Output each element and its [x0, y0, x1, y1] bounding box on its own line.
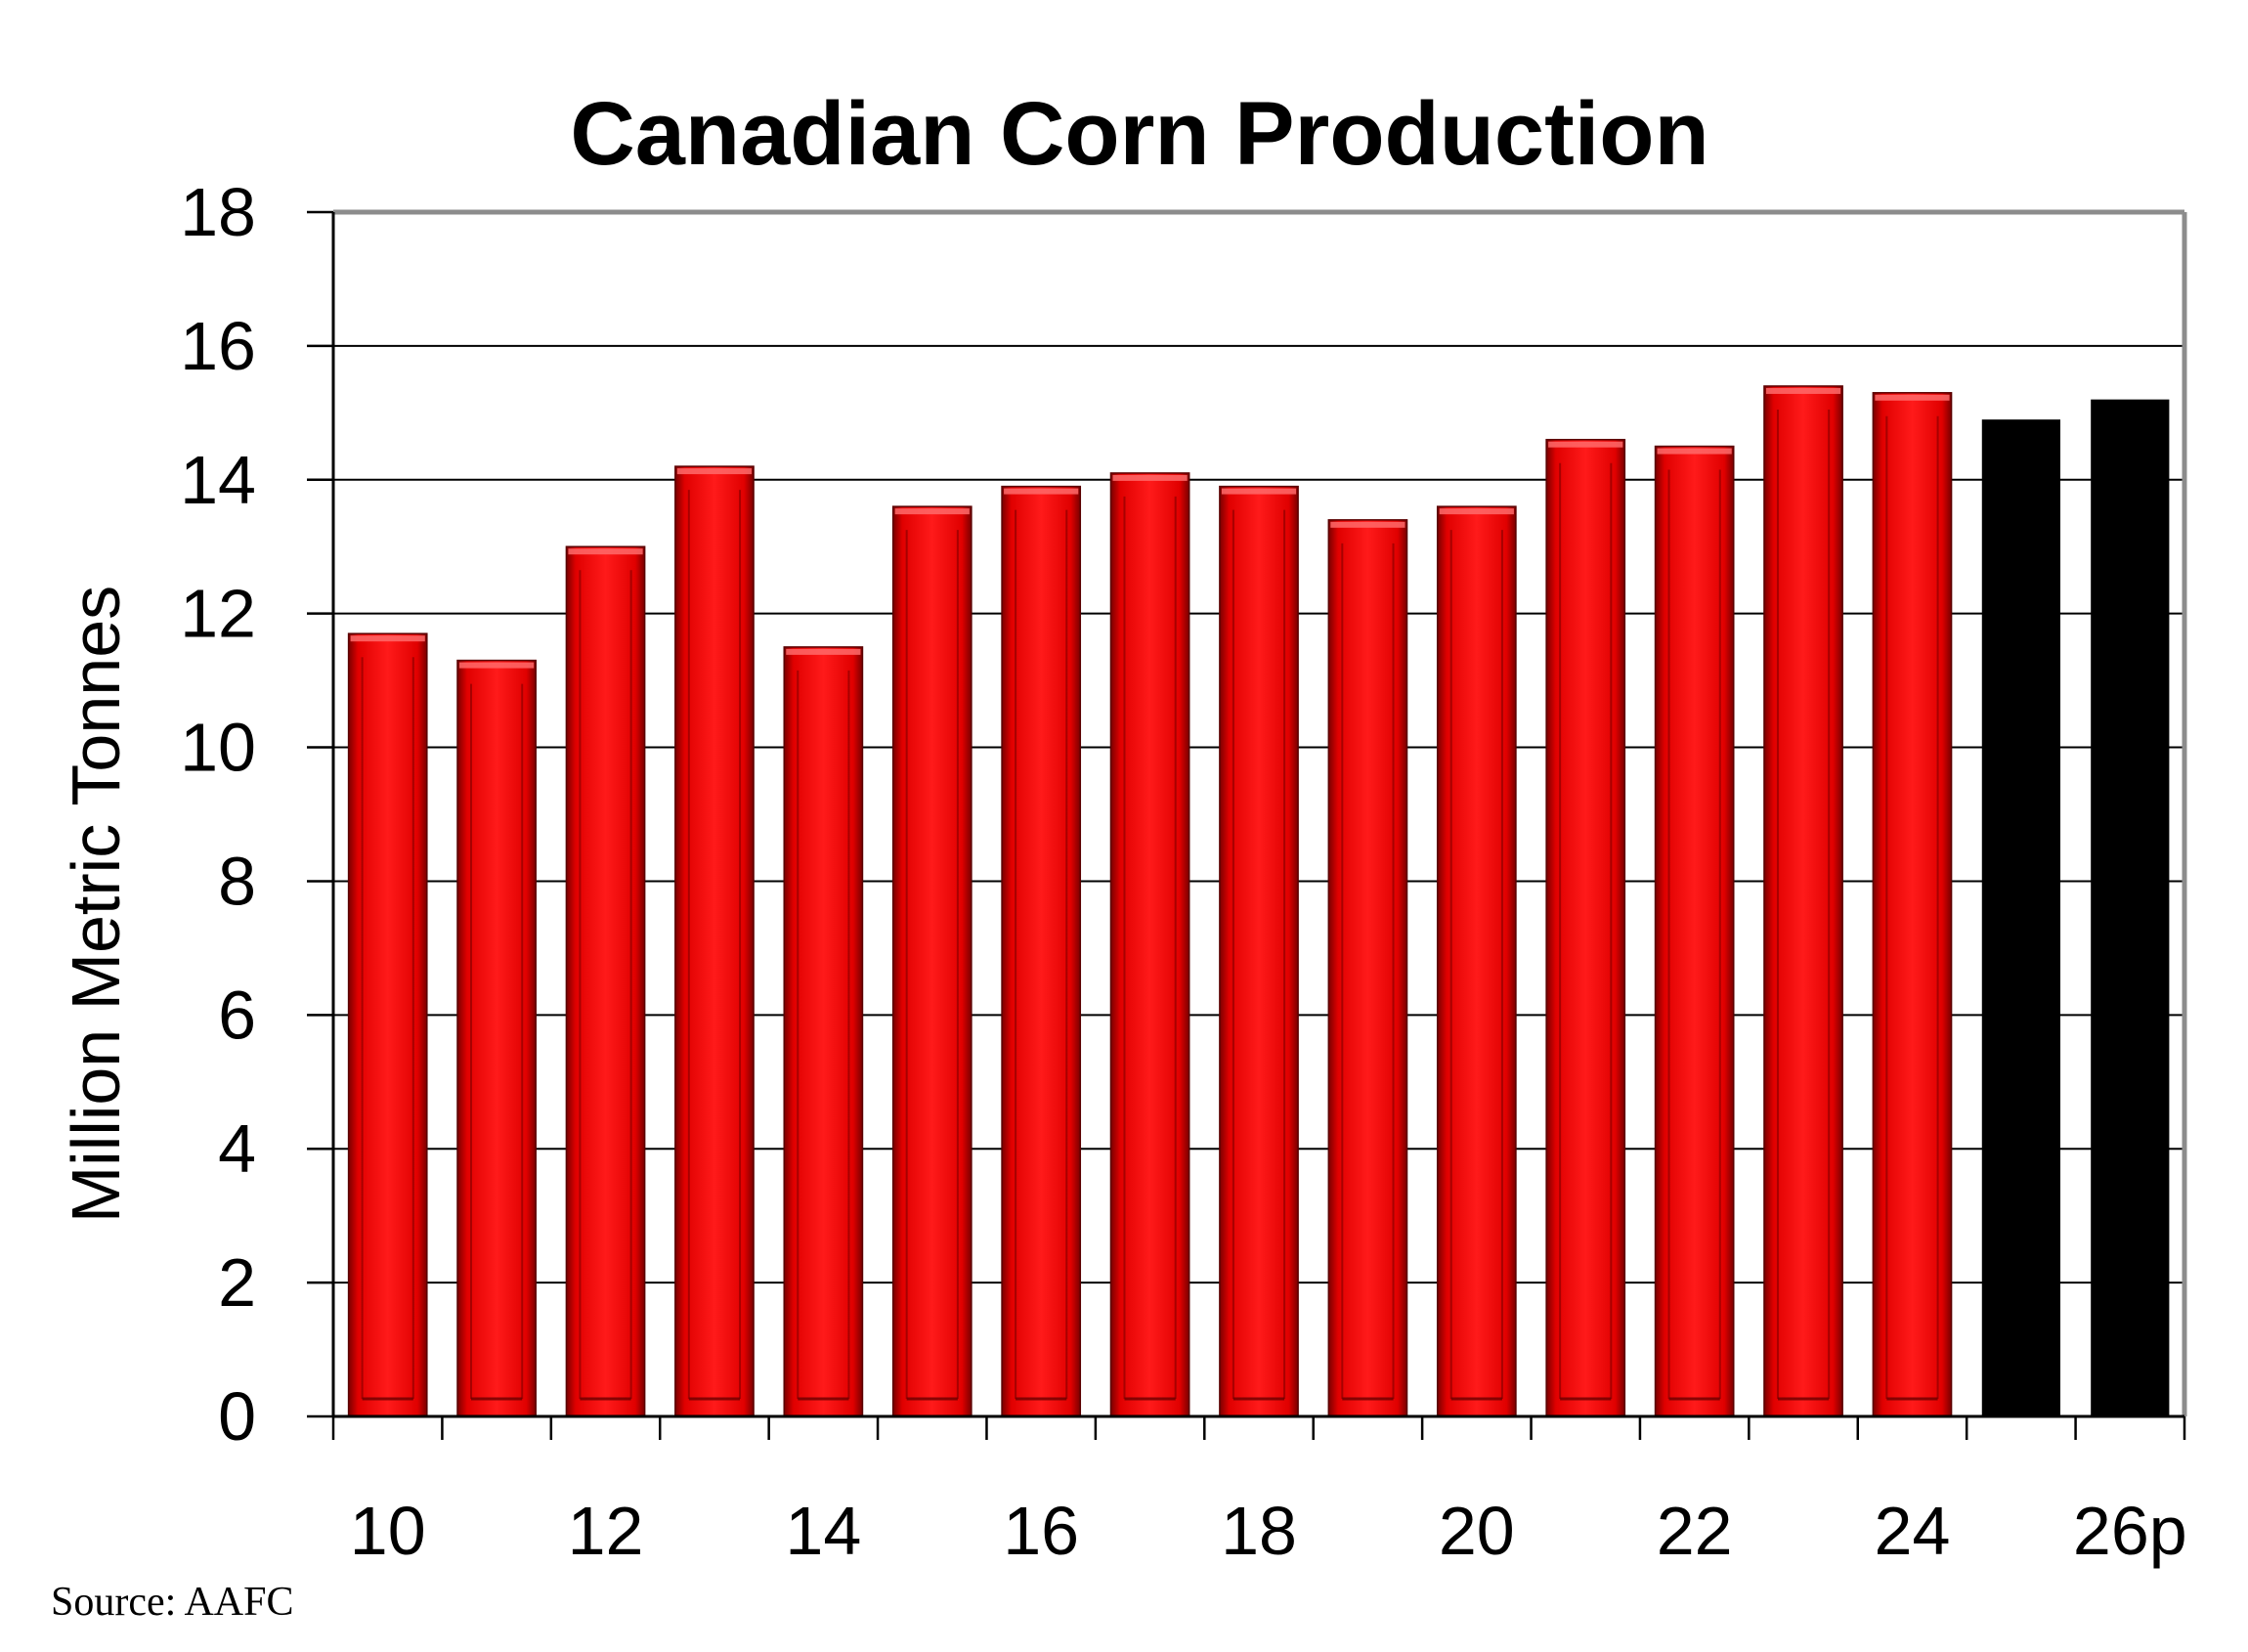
bar-15: [891, 505, 973, 1417]
bar-body: [1763, 385, 1843, 1417]
bar-10: [347, 632, 428, 1417]
bar-14: [783, 646, 864, 1417]
y-tick-label: 6: [218, 977, 256, 1053]
bar-24: [1872, 392, 1953, 1417]
bar-body: [456, 659, 537, 1417]
bar-body: [891, 505, 973, 1417]
y-tick-label: 18: [180, 174, 256, 250]
x-tick-label: 18: [1221, 1493, 1297, 1569]
source-note: Source: AAFC: [51, 1580, 294, 1625]
bar-highlight: [1548, 441, 1623, 448]
x-tick-label: 16: [1003, 1493, 1079, 1569]
bar-body: [1219, 485, 1299, 1417]
bar-17: [1109, 472, 1190, 1417]
bar-16: [1001, 485, 1082, 1417]
bar-body: [565, 545, 646, 1417]
bar-highlight: [568, 548, 643, 555]
bar-highlight: [459, 662, 535, 669]
x-tick-label: 26p: [2073, 1493, 2187, 1569]
y-tick-label: 10: [180, 710, 256, 786]
x-tick-label: 24: [1875, 1493, 1951, 1569]
x-tick-label: 22: [1657, 1493, 1733, 1569]
bar-body: [2091, 399, 2170, 1417]
x-tick-label: 12: [568, 1493, 644, 1569]
bar-highlight: [1112, 474, 1188, 481]
bar-body: [1436, 505, 1517, 1417]
bar-highlight: [1221, 488, 1297, 495]
bar-body: [1872, 392, 1953, 1417]
bar-highlight: [1765, 387, 1841, 394]
bar-highlight: [676, 468, 753, 475]
bar-body: [674, 465, 755, 1417]
bar-body: [1545, 438, 1626, 1417]
bar-body: [1109, 472, 1190, 1417]
bar-highlight: [894, 508, 970, 515]
bar-13: [674, 465, 755, 1417]
y-tick-label: 12: [180, 576, 256, 652]
bar-body: [1981, 419, 2060, 1417]
bar-highlight: [786, 648, 861, 655]
bar-highlight: [1439, 508, 1514, 515]
bar-20: [1436, 505, 1517, 1417]
bar-26p: [2091, 399, 2170, 1417]
bar-18: [1219, 485, 1299, 1417]
chart-title: Canadian Corn Production: [570, 84, 1708, 184]
bar-11: [456, 659, 537, 1417]
y-tick-labels: 0 2 4 6 8 10 12 14 16 18: [180, 174, 256, 1455]
y-tick-label: 4: [218, 1110, 256, 1187]
y-tick-label: 2: [218, 1244, 256, 1321]
x-tick-label: 10: [350, 1493, 426, 1569]
y-axis-label: Million Metric Tonnes: [58, 586, 134, 1223]
bar-23: [1763, 385, 1843, 1417]
y-tick-label: 14: [180, 442, 256, 518]
bar-highlight: [350, 635, 425, 642]
bar-12: [565, 545, 646, 1417]
x-tick-label: 14: [785, 1493, 861, 1569]
y-tick-label: 16: [180, 308, 256, 384]
bar-body: [1327, 519, 1408, 1417]
bar-highlight: [1330, 521, 1405, 528]
bars: [347, 385, 2170, 1417]
y-tick-label: 0: [218, 1378, 256, 1455]
bar-body: [347, 632, 428, 1417]
bar-21: [1545, 438, 1626, 1417]
bar-highlight: [1657, 448, 1732, 455]
bar-19: [1327, 519, 1408, 1417]
y-tick-label: 8: [218, 843, 256, 919]
x-tick-labels: 10 12 14 16 18 20 22 24 26p: [350, 1493, 2187, 1569]
bar-body: [1001, 485, 1082, 1417]
bar-body: [1654, 445, 1735, 1417]
x-tick-label: 20: [1439, 1493, 1515, 1569]
bar-highlight: [1875, 394, 1950, 401]
bar-body: [783, 646, 864, 1417]
axes: [307, 209, 2187, 1440]
bar-highlight: [1004, 488, 1079, 495]
bar-25: [1981, 419, 2060, 1417]
bar-22: [1654, 445, 1735, 1417]
